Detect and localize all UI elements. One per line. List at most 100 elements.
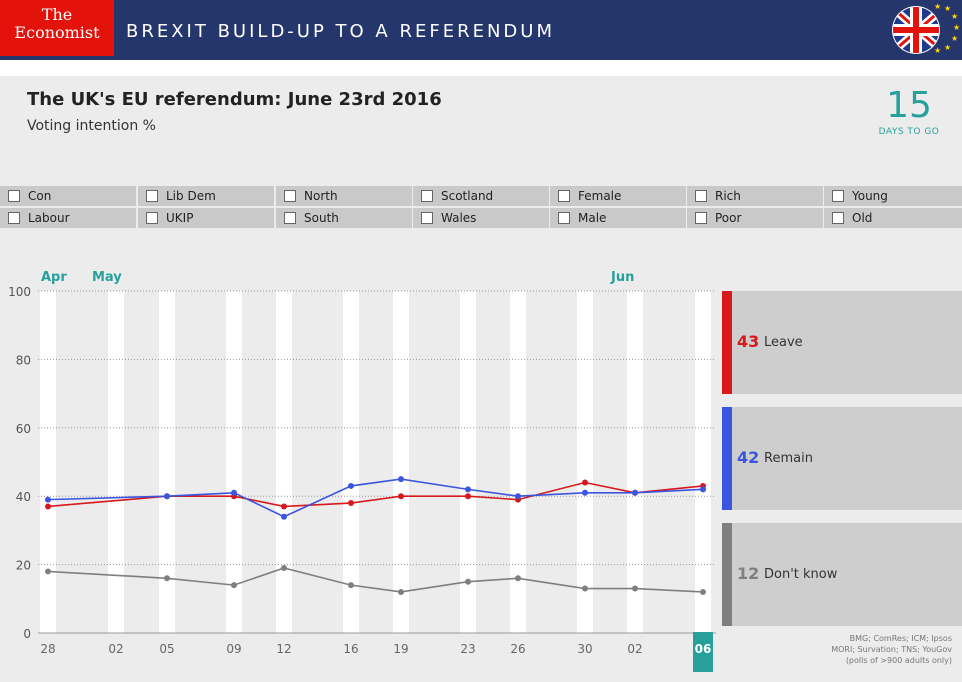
checkbox[interactable] [832,190,844,202]
filter-label: Lib Dem [166,189,216,203]
filter-old[interactable]: Old [824,208,962,228]
x-tick-label: 02 [627,642,642,656]
checkbox[interactable] [146,212,158,224]
svg-text:★: ★ [951,12,958,21]
date-band [393,291,409,633]
filter-ukip[interactable]: UKIP [138,208,274,228]
legend-dont-know[interactable]: 12 Don't know [722,523,962,626]
x-tick-label: 12 [276,642,291,656]
x-tick-label: 23 [460,642,475,656]
date-band [226,291,242,633]
checkbox[interactable] [284,212,296,224]
data-point [465,578,471,585]
data-point [582,585,588,592]
legend-swatch [722,291,732,394]
filter-wales[interactable]: Wales [413,208,549,228]
data-point [231,582,237,589]
filter-label: UKIP [166,211,194,225]
y-tick-label: 80 [16,353,31,367]
x-tick-label: 05 [159,642,174,656]
page-title: The UK's EU referendum: June 23rd 2016 [27,89,442,110]
data-point [700,588,706,595]
series-line-don-t-know [47,567,704,593]
svg-text:★: ★ [934,2,941,11]
countdown-label: DAYS TO GO [878,127,940,137]
filter-label: Con [28,189,52,203]
date-band [460,291,476,633]
date-band [695,291,711,633]
filter-north[interactable]: North [276,186,412,206]
y-tick-label: 20 [16,559,31,573]
filter-scotland[interactable]: Scotland [413,186,549,206]
filter-south[interactable]: South [276,208,412,228]
source-line3: (polls of >900 adults only) [845,656,952,665]
checkbox[interactable] [695,190,707,202]
date-band [577,291,593,633]
x-tick-label: 19 [393,642,408,656]
filter-label: Rich [715,189,741,203]
source-note: BMG; ComRes; ICM; Ipsos MORI; Survation;… [800,633,952,666]
filter-lib-dem[interactable]: Lib Dem [138,186,274,206]
checkbox[interactable] [695,212,707,224]
date-band [510,291,526,633]
filter-label: Scotland [441,189,494,203]
x-tick-label: 30 [577,642,592,656]
svg-text:★: ★ [934,46,941,55]
checkbox[interactable] [146,190,158,202]
economist-logo[interactable]: The Economist [0,0,114,56]
filter-poor[interactable]: Poor [687,208,823,228]
legend-leave[interactable]: 43 Leave [722,291,962,394]
countdown: 15 DAYS TO GO [872,86,946,138]
data-point [632,489,638,496]
data-point [45,496,51,503]
data-point [45,503,51,510]
banner: The Economist BREXIT BUILD-UP TO A REFER… [0,0,962,60]
filter-label: Labour [28,211,70,225]
data-point [398,476,404,483]
filter-female[interactable]: Female [550,186,686,206]
logo-line2: Economist [14,23,100,42]
source-line2: MORI; Survation; TNS; YouGov [831,645,952,654]
checkbox[interactable] [832,212,844,224]
legend-remain[interactable]: 42 Remain [722,407,962,510]
checkbox[interactable] [421,212,433,224]
checkbox[interactable] [558,212,570,224]
filter-labour[interactable]: Labour [0,208,136,228]
y-tick-label: 40 [16,490,31,504]
checkbox[interactable] [558,190,570,202]
line-chart: 0 20 40 60 80 100 28 02 05 09 12 16 19 23 26 30 02 06 [8,285,716,672]
banner-title: BREXIT BUILD-UP TO A REFERENDUM [126,21,555,42]
date-band [159,291,175,633]
filter-label: Old [852,211,873,225]
data-point [231,489,237,496]
month-label-jun: Jun [611,270,635,285]
filter-label: South [304,211,339,225]
svg-text:★: ★ [944,4,951,13]
checkbox[interactable] [284,190,296,202]
union-jack-eu-flag-icon: ★ ★★ ★★★ ★ [888,0,962,56]
svg-text:★: ★ [953,23,960,32]
filter-male[interactable]: Male [550,208,686,228]
filter-con[interactable]: Con [0,186,136,206]
filter-rich[interactable]: Rich [687,186,823,206]
checkbox[interactable] [421,190,433,202]
x-tick-label: 02 [108,642,123,656]
svg-text:★: ★ [951,34,958,43]
legend-name: Don't know [764,567,838,582]
data-point [700,486,706,493]
data-point [465,493,471,500]
x-tick-label: 09 [226,642,241,656]
checkbox[interactable] [8,190,20,202]
y-tick-label: 0 [23,627,31,641]
filter-young[interactable]: Young [824,186,962,206]
date-band [40,291,56,633]
data-point [465,486,471,493]
data-point [515,575,521,582]
month-label-apr: Apr [41,270,67,285]
y-tick-label: 100 [8,285,31,299]
legend-swatch [722,407,732,510]
data-point [582,479,588,486]
checkbox[interactable] [8,212,20,224]
legend-swatch [722,523,732,626]
month-label-may: May [92,270,122,285]
